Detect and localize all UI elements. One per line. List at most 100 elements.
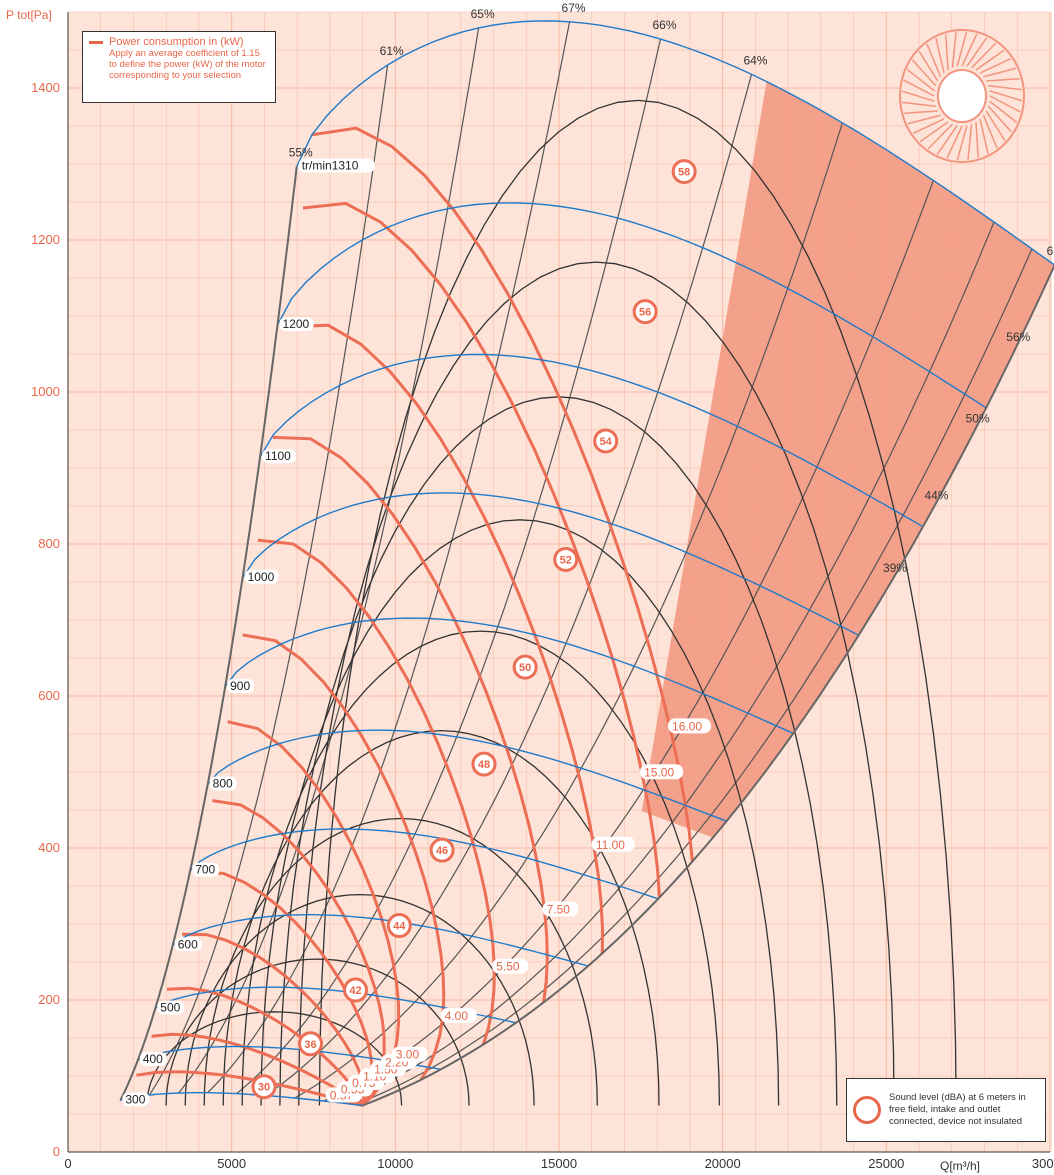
fan-blade xyxy=(904,110,938,115)
power-label-bg xyxy=(440,1008,477,1024)
sound-curve xyxy=(184,893,535,1106)
efficiency-label: 50% xyxy=(966,411,990,425)
power-label-bg xyxy=(668,718,712,734)
x-tick-label: 20000 xyxy=(705,1156,741,1171)
x-tick-label: 30000 xyxy=(1032,1156,1054,1171)
speed-label-bg xyxy=(279,317,314,332)
speed-label-bg xyxy=(209,776,237,791)
fan-blade xyxy=(979,118,989,154)
fan-blade xyxy=(982,114,998,149)
sound-curve xyxy=(203,817,598,1106)
efficiency-label: 67% xyxy=(562,1,586,15)
high-power-region xyxy=(641,81,1054,838)
efficiency-label: 61% xyxy=(380,44,404,58)
y-tick-label: 1000 xyxy=(31,384,60,399)
y-tick-label: 600 xyxy=(38,688,60,703)
sound-label: 46 xyxy=(436,845,448,857)
fan-blade xyxy=(951,32,957,68)
sound-label-ring xyxy=(512,654,538,680)
fan-blade xyxy=(988,84,1022,91)
y-tick-label: 0 xyxy=(53,1144,60,1159)
fan-blade xyxy=(989,100,1018,123)
power-label: 4.00 xyxy=(445,1009,469,1023)
fan-blade xyxy=(989,95,1021,113)
speed-label-bg xyxy=(174,937,202,952)
fan-blade xyxy=(946,125,963,159)
sound-curve xyxy=(318,99,957,1106)
speed-label-bg xyxy=(139,1052,167,1067)
efficiency-label: 55% xyxy=(289,146,313,160)
sound-label: 44 xyxy=(393,921,406,933)
efficiency-label: 56% xyxy=(1006,330,1030,344)
sound-label-ring xyxy=(251,1074,277,1100)
operating-envelope xyxy=(119,166,1054,1107)
power-line xyxy=(311,126,694,862)
speed-label-bg xyxy=(262,449,297,464)
x-tick-label: 15000 xyxy=(541,1156,577,1171)
power-line xyxy=(272,435,549,1003)
fan-blade xyxy=(983,67,1017,78)
power-label-bg xyxy=(542,901,579,917)
fan-hub xyxy=(937,69,987,123)
efficiency-line xyxy=(342,221,995,1104)
speed-label: 800 xyxy=(213,776,233,790)
sound-label: 36 xyxy=(304,1039,316,1051)
sound-curve xyxy=(260,519,780,1106)
speed-label-bg xyxy=(192,862,220,877)
sound-label: 30 xyxy=(258,1082,270,1094)
efficiency-label: 61% xyxy=(1047,244,1054,258)
speed-curve-800 xyxy=(207,729,727,822)
fan-blade xyxy=(985,110,1006,142)
fan-blade xyxy=(912,118,945,135)
y-tick-label: 800 xyxy=(38,536,60,551)
efficiency-line xyxy=(294,122,843,1099)
power-line xyxy=(302,201,661,898)
sound-label: 58 xyxy=(678,167,690,179)
power-label: 15.00 xyxy=(644,765,674,779)
chart-labels: 300 400 500 600 700 800 900 1000 1100 1200 tr/min1… xyxy=(122,1,1054,1107)
power-label: 5.50 xyxy=(496,960,520,974)
y-tick-label: 1200 xyxy=(31,232,60,247)
efficiency-label: 65% xyxy=(471,7,495,21)
efficiency-label: 39% xyxy=(883,561,907,575)
speed-curve-1000 xyxy=(242,492,860,636)
speed-label: 400 xyxy=(143,1052,163,1066)
speed-curve-700 xyxy=(189,828,659,900)
speed-label: 300 xyxy=(125,1092,145,1106)
speed-curve-900 xyxy=(224,617,794,735)
fan-blade xyxy=(911,59,937,87)
speed-label: 1000 xyxy=(248,570,275,584)
efficiency-line xyxy=(207,21,571,1094)
speed-curve-300 xyxy=(120,1092,363,1107)
fan-blades-icon xyxy=(899,29,1025,163)
high-power-area xyxy=(641,81,1054,838)
efficiency-line xyxy=(265,74,753,1096)
x-tick-label: 10000 xyxy=(377,1156,413,1171)
fan-blade xyxy=(927,123,953,150)
envelope-right xyxy=(362,264,1054,1107)
efficiency-line xyxy=(178,27,480,1094)
sound-label: 54 xyxy=(600,436,613,448)
fan-blade xyxy=(902,101,936,108)
efficiency-line xyxy=(355,248,1033,1106)
x-tick-label: 25000 xyxy=(868,1156,904,1171)
power-label-bg xyxy=(492,958,529,974)
fan-blade xyxy=(907,114,941,125)
speed-label: 900 xyxy=(230,679,250,693)
sound-legend-ring-icon xyxy=(853,1096,881,1124)
sound-legend: Sound level (dBA) at 6 meters in free fi… xyxy=(846,1078,1046,1142)
sound-label: 56 xyxy=(639,307,651,319)
efficiency-label: 44% xyxy=(924,489,948,503)
speed-label-bg xyxy=(298,158,375,173)
sound-label-ring xyxy=(471,751,497,777)
sound-label: 48 xyxy=(478,759,490,771)
speed-label-bg xyxy=(227,678,255,693)
sound-label-ring xyxy=(671,159,697,185)
power-legend-swatch xyxy=(89,40,103,44)
power-legend-title: Power consumption in (kW) xyxy=(109,36,244,48)
speed-label: 600 xyxy=(178,937,198,951)
speed-label: 1100 xyxy=(265,449,291,463)
speed-curve-1310 xyxy=(296,20,1054,266)
fan-blade xyxy=(956,125,968,161)
